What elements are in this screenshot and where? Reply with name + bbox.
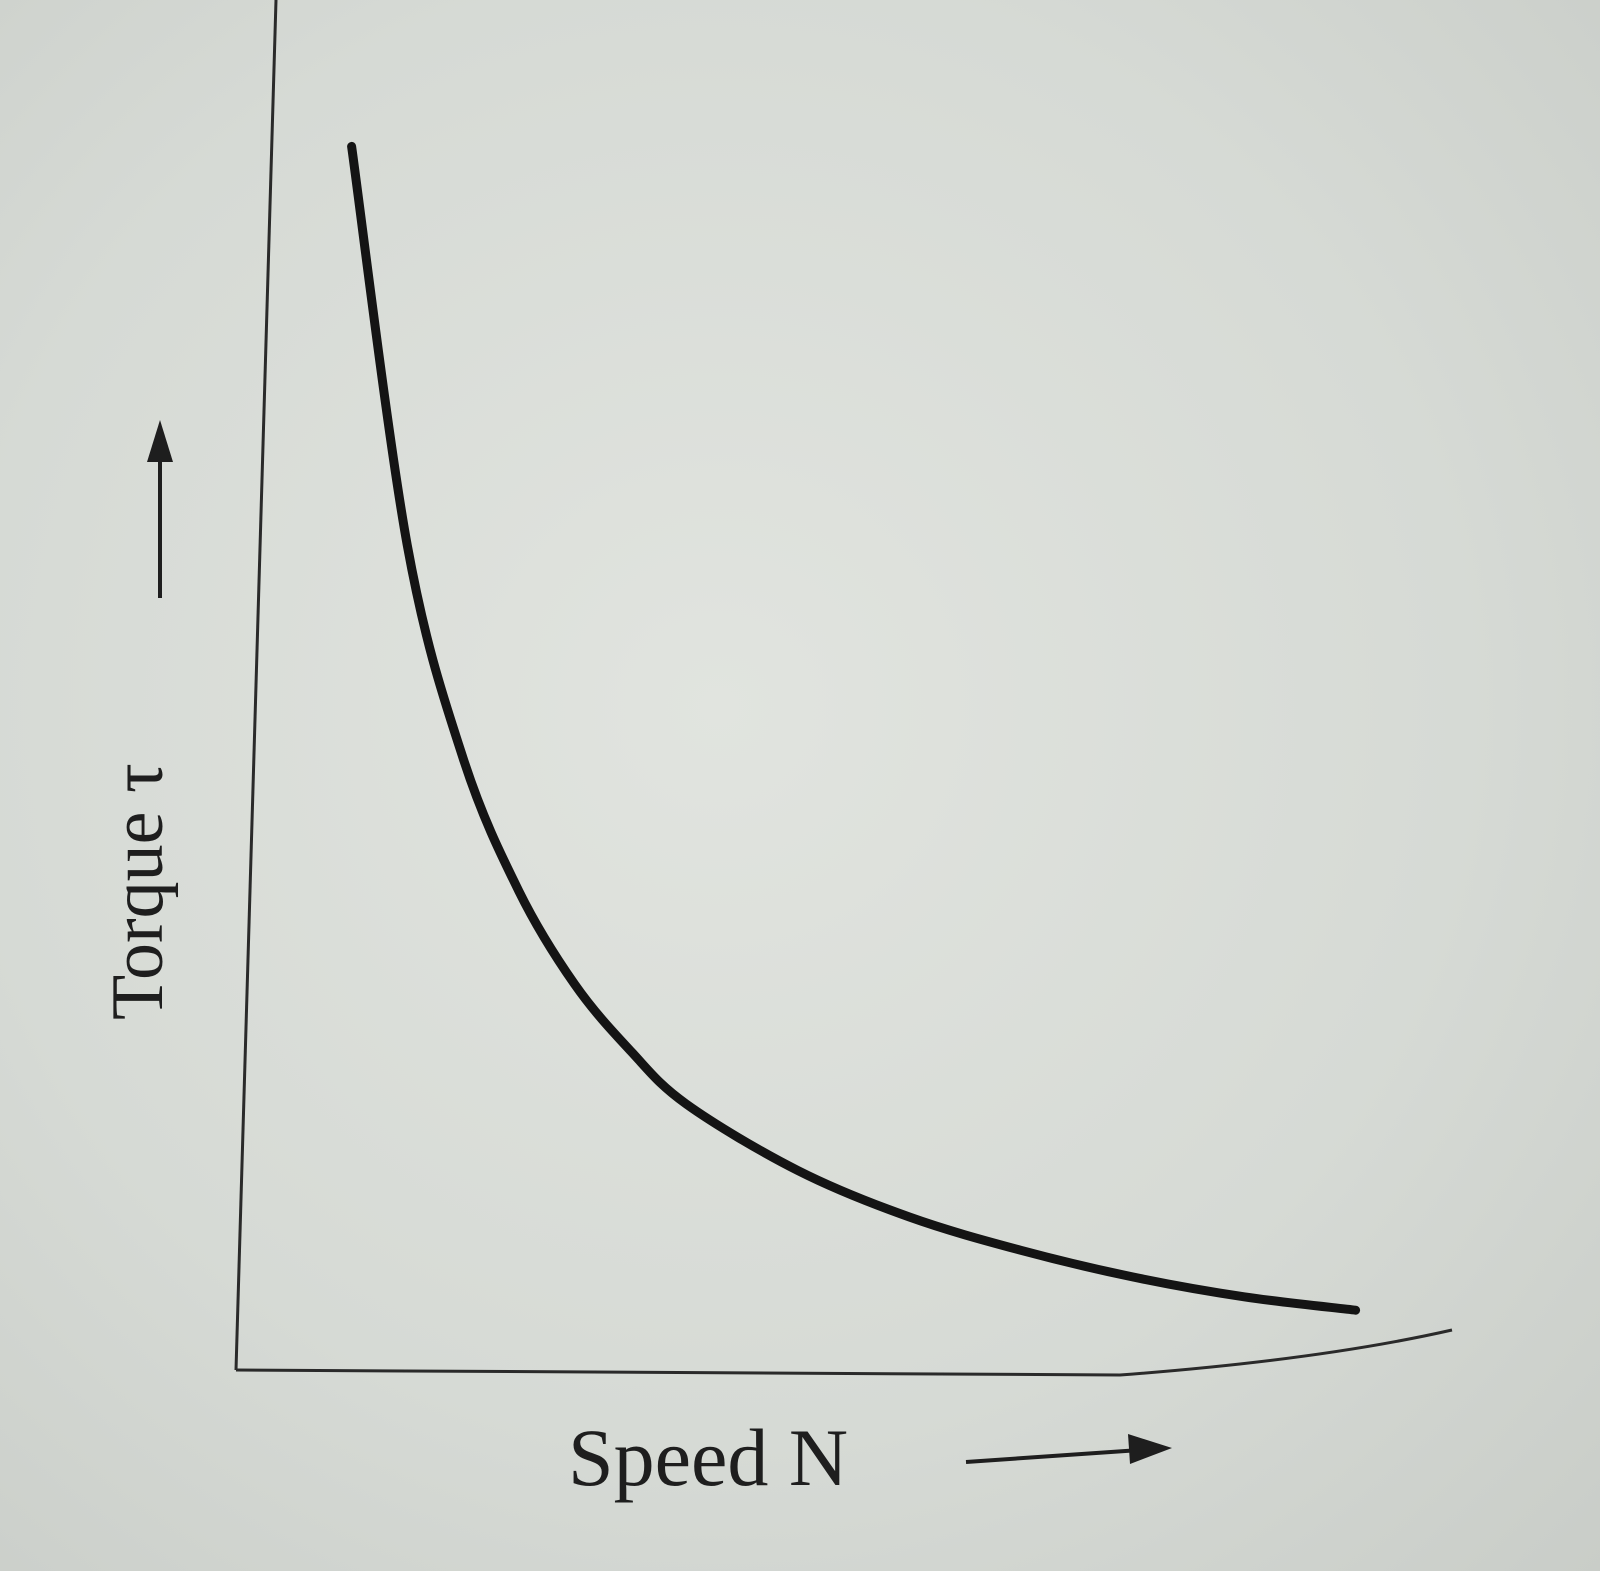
data-point <box>907 1215 912 1219</box>
data-point <box>1242 1294 1247 1299</box>
data-point <box>461 756 466 761</box>
y-axis-label: Torque τ <box>97 763 179 1020</box>
y-axis-arrow-icon <box>147 420 173 598</box>
y-axis <box>234 0 278 1371</box>
x-axis <box>235 1328 1453 1377</box>
data-point <box>405 543 410 548</box>
data-point <box>795 1168 800 1173</box>
torque-speed-curve <box>347 141 1361 1315</box>
data-point <box>516 889 521 894</box>
series-layer <box>347 141 1361 1315</box>
x-axis-label: Speed N <box>568 1412 848 1503</box>
data-point <box>1018 1248 1023 1253</box>
data-point <box>628 1048 633 1053</box>
data-point <box>349 144 354 149</box>
data-point <box>684 1102 689 1106</box>
data-point <box>572 982 577 987</box>
x-axis-arrow-icon <box>965 1434 1172 1464</box>
data-point <box>1130 1274 1135 1279</box>
data-point <box>1353 1308 1358 1313</box>
